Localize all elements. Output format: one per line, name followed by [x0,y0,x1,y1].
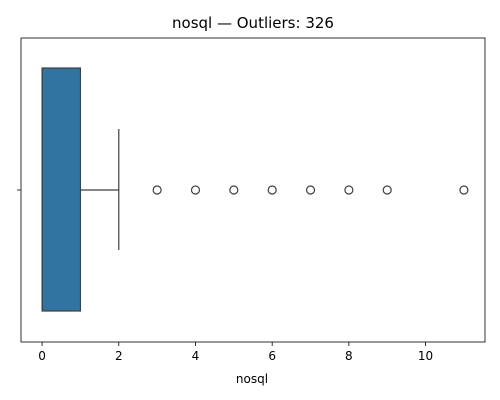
plot-marks [41,67,469,312]
outlier-point [190,185,201,195]
iqr-box [41,67,82,312]
outlier-point [152,185,162,195]
x-tick-label: 10 [418,349,433,363]
outlier-point [344,185,354,195]
outlier-point [229,185,239,195]
x-axis-label: nosql [236,372,268,386]
outlier-point [267,185,277,195]
outlier-point [305,185,316,195]
outlier-point [459,185,469,195]
x-tick-label: 6 [268,349,276,363]
x-tick-label: 0 [38,349,46,363]
outlier-point [382,185,392,195]
x-tick-label: 4 [192,349,200,363]
x-tick-label: 2 [115,349,123,363]
x-tick-label: 8 [345,349,353,363]
chart-title: nosql — Outliers: 326 [172,14,334,32]
x-axis-ticks: 0 2 4 6 8 10 [38,342,433,363]
